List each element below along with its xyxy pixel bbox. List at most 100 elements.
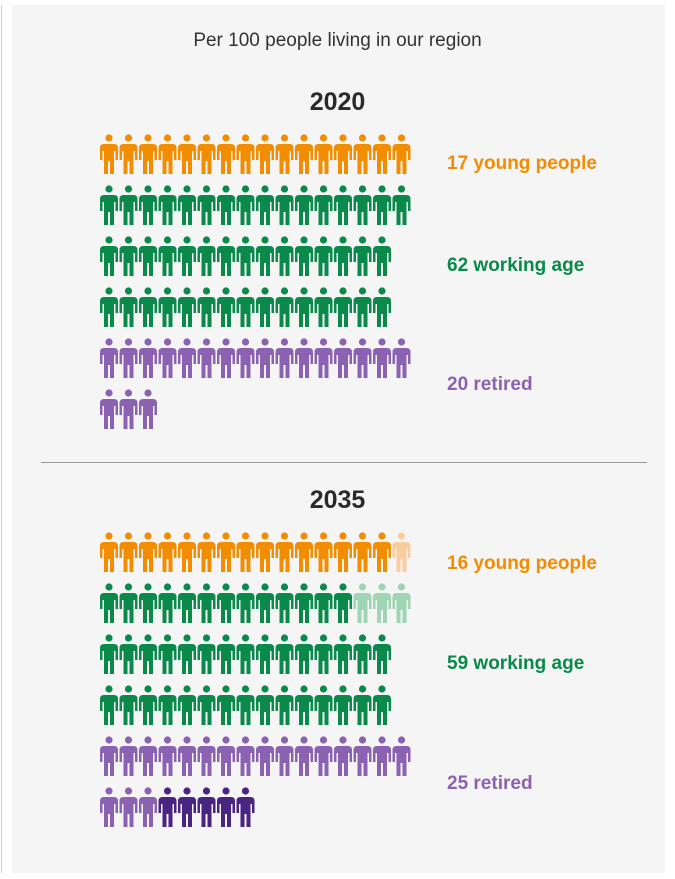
person-icon-2035-working	[373, 634, 391, 674]
person-icon-2035-retired	[217, 787, 235, 827]
person-icon-2035-young	[100, 532, 118, 572]
person-icon-2035-working	[100, 634, 118, 674]
person-icon-2035-retired	[392, 736, 411, 776]
person-icon-2020-young	[158, 134, 177, 174]
person-icon-2035-working	[256, 634, 274, 674]
person-icon-2035-retired	[236, 787, 255, 827]
person-icon-2035-working	[158, 685, 177, 725]
person-icon-2035-retired	[197, 787, 216, 827]
person-icon-2020-working	[158, 185, 177, 225]
person-icon-2020-working	[392, 185, 411, 225]
person-icon-2035-working	[275, 634, 294, 674]
person-icon-2035-working	[295, 685, 313, 725]
person-icon-2035-working	[158, 583, 177, 623]
person-icon-2035-young	[353, 532, 372, 572]
person-icon-2020-retired	[275, 338, 294, 378]
person-icon-2035-working	[139, 583, 157, 623]
person-icon-2035-working	[236, 634, 255, 674]
person-icon-2020-young	[236, 134, 255, 174]
person-icon-2035-working	[119, 685, 138, 725]
person-icon-2035-young	[295, 532, 313, 572]
person-icon-2020-retired	[197, 338, 216, 378]
person-icon-2020-working	[295, 236, 313, 276]
person-icon-2020-working	[295, 287, 313, 327]
person-icon-2035-retired	[353, 736, 372, 776]
person-icon-2020-working	[178, 287, 196, 327]
person-icon-2020-retired	[256, 338, 274, 378]
person-icon-2035-working	[158, 634, 177, 674]
person-icon-2035-working	[236, 583, 255, 623]
person-icon-2020-retired	[158, 338, 177, 378]
person-icon-2020-working	[236, 287, 255, 327]
person-icon-2035-working	[178, 634, 196, 674]
person-icon-2035-young	[217, 532, 235, 572]
person-icon-2020-working	[119, 236, 138, 276]
person-icon-2020-working	[275, 236, 294, 276]
person-icon-2035-working	[275, 685, 294, 725]
person-icon-2035-young	[158, 532, 177, 572]
year-title-2035: 2035	[309, 486, 366, 514]
person-icon-2020-working	[139, 287, 157, 327]
person-icon-2020-working	[236, 185, 255, 225]
label-2035-working: 59 working age	[447, 653, 585, 674]
person-icon-2035-working	[139, 685, 157, 725]
person-icon-2020-working	[373, 185, 391, 225]
person-icon-2020-working	[197, 236, 216, 276]
person-icon-2020-working	[275, 287, 294, 327]
person-icon-2035-working	[100, 685, 118, 725]
person-icon-2020-working	[256, 185, 274, 225]
person-icon-2035-retired	[334, 736, 352, 776]
person-icon-2020-working	[275, 185, 294, 225]
person-icon-2020-working	[197, 185, 216, 225]
person-icon-2035-working	[314, 583, 333, 623]
person-icon-2035-working	[256, 583, 274, 623]
person-icon-2020-working	[139, 185, 157, 225]
person-icon-2020-young	[119, 134, 138, 174]
person-icon-2020-young	[353, 134, 372, 174]
person-icon-2035-working	[373, 685, 391, 725]
person-icon-2020-working	[178, 185, 196, 225]
section-divider	[41, 462, 647, 463]
person-icon-2020-working	[353, 236, 372, 276]
person-icon-2035-young	[197, 532, 216, 572]
person-icon-2020-retired	[373, 338, 391, 378]
person-icon-2020-retired	[334, 338, 352, 378]
person-icon-2035-working	[334, 685, 352, 725]
label-2020-young: 17 young people	[447, 153, 597, 174]
person-icon-2020-working	[217, 236, 235, 276]
person-icon-2035-retired	[100, 787, 118, 827]
person-icon-2035-working	[295, 583, 313, 623]
person-icon-2020-working	[256, 287, 274, 327]
person-icon-2035-working	[314, 685, 333, 725]
person-icon-2035-young	[178, 532, 196, 572]
person-icon-2035-young	[392, 532, 411, 572]
person-icon-2035-working	[217, 583, 235, 623]
label-2020-working: 62 working age	[447, 255, 585, 276]
person-icon-2020-working	[314, 185, 333, 225]
person-icon-2035-retired	[217, 736, 235, 776]
person-icon-2020-young	[275, 134, 294, 174]
person-icon-2035-working	[256, 685, 274, 725]
person-icon-2035-working	[373, 583, 391, 623]
person-icon-2020-retired	[392, 338, 411, 378]
person-icon-2035-retired	[236, 736, 255, 776]
person-icon-2020-retired	[139, 389, 157, 429]
person-icon-2035-working	[178, 685, 196, 725]
person-icon-2020-working	[373, 236, 391, 276]
person-icon-2035-retired	[158, 787, 177, 827]
person-icon-2020-working	[139, 236, 157, 276]
label-2035-young: 16 young people	[447, 553, 597, 574]
person-icon-2020-working	[158, 236, 177, 276]
person-icon-2020-working	[334, 185, 352, 225]
person-icon-2035-retired	[178, 787, 196, 827]
person-icon-2020-retired	[119, 389, 138, 429]
person-icon-2035-young	[119, 532, 138, 572]
person-icon-2035-retired	[119, 787, 138, 827]
person-icon-2020-working	[100, 287, 118, 327]
person-icon-2020-working	[314, 236, 333, 276]
person-icon-2020-young	[197, 134, 216, 174]
person-icon-2020-young	[100, 134, 118, 174]
person-icon-2035-retired	[373, 736, 391, 776]
person-icon-2035-retired	[178, 736, 196, 776]
